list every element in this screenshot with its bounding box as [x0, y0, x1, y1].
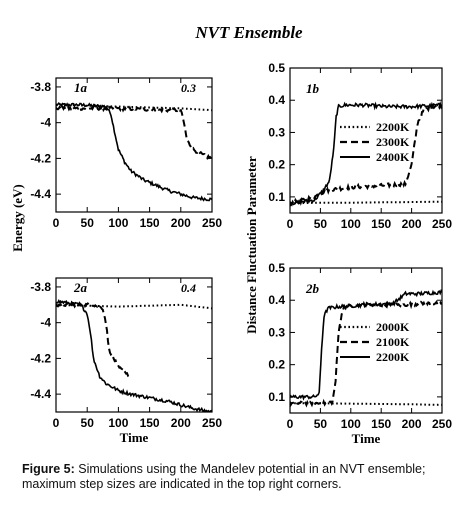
series-line-dotted — [290, 200, 442, 205]
series-line-dashed — [56, 104, 212, 161]
y-tick-label: -4.2 — [30, 151, 51, 165]
panel-label: 1b — [306, 81, 320, 96]
left-ylabel: Energy (eV) — [10, 184, 25, 252]
x-tick-label: 200 — [171, 216, 191, 230]
panel-1a: 0 50 100 150 200 250 -3.8 -4 -4.2 -4.4 1a 0.3 — [30, 77, 222, 230]
panel-2b: 0 50 100 150 200 250 0.1 0.2 0.3 0.4 0.5 2b Time 2000… — [268, 261, 452, 446]
step-size-note: 0.4 — [181, 281, 196, 295]
y-tick-label: 0.5 — [268, 61, 285, 75]
y-tick-label: 0.2 — [268, 158, 285, 172]
y-tick-label: -4.4 — [30, 387, 51, 401]
figure-canvas: NVT Ensemble Energy (eV) Distance Fluctu… — [10, 23, 452, 446]
y-tick-label: 0.4 — [268, 93, 285, 107]
y-tick-label: 0.4 — [268, 293, 285, 307]
x-tick-label: 150 — [371, 417, 391, 431]
x-tick-label: 0 — [53, 416, 60, 430]
caption-text: Simulations using the Mandelev potential… — [22, 462, 426, 491]
right-ylabel: Distance Fluctuation Parameter — [244, 156, 259, 334]
x-tick-label: 250 — [432, 217, 452, 231]
panel-label: 2a — [73, 280, 88, 295]
x-tick-label: 150 — [371, 217, 391, 231]
caption-label: Figure 5: — [22, 462, 75, 476]
plot-frame — [289, 267, 443, 414]
plot-frame — [55, 77, 213, 213]
series-line-solid — [290, 289, 442, 401]
series-line-dashed — [290, 299, 442, 408]
x-tick-label: 50 — [81, 416, 95, 430]
x-tick-label: 50 — [314, 417, 328, 431]
x-tick-label: 0 — [53, 216, 60, 230]
series-line-solid — [56, 101, 212, 202]
x-tick-label: 100 — [341, 217, 361, 231]
x-tick-label: 200 — [171, 416, 191, 430]
x-tick-label: 50 — [314, 217, 328, 231]
figure-caption: Figure 5: Simulations using the Mandelev… — [22, 462, 462, 492]
y-tick-label: -4 — [40, 116, 51, 130]
x-axis-label: Time — [352, 431, 381, 446]
x-tick-label: 250 — [202, 416, 222, 430]
y-tick-label: 0.3 — [268, 325, 285, 339]
y-tick-label: -3.8 — [30, 80, 51, 94]
x-tick-label: 250 — [432, 417, 452, 431]
plot-frame — [55, 277, 213, 413]
series-line-dashed — [56, 301, 131, 378]
x-axis-label: Time — [120, 430, 149, 445]
y-tick-label: 0.2 — [268, 358, 285, 372]
panels-group: 0 50 100 150 200 250 -3.8 -4 -4.2 -4.4 1a 0.3 0 50 100… — [30, 61, 452, 446]
legend-label: 2300K — [376, 135, 410, 149]
x-tick-label: 250 — [202, 216, 222, 230]
x-tick-label: 200 — [402, 417, 422, 431]
x-tick-label: 200 — [402, 217, 422, 231]
panel-1b: 0 50 100 150 200 250 0.1 0.2 0.3 0.4 0.5 1b 2200K230… — [268, 61, 452, 231]
panel-2a: 0 50 100 150 200 250 -3.8 -4 -4.2 -4.4 2a 0.4 Time — [30, 277, 222, 445]
series-line-dashed — [290, 100, 442, 207]
y-tick-label: -4.4 — [30, 187, 51, 201]
y-tick-label: 0.3 — [268, 125, 285, 139]
legend-label: 2100K — [376, 335, 410, 349]
y-tick-label: 0.1 — [268, 390, 285, 404]
legend-label: 2200K — [376, 120, 410, 134]
x-tick-label: 100 — [341, 417, 361, 431]
plot-frame — [289, 67, 443, 214]
legend-label: 2400K — [376, 150, 410, 164]
series-line-dotted — [56, 303, 212, 310]
y-tick-label: -3.8 — [30, 280, 51, 294]
x-tick-label: 0 — [287, 217, 294, 231]
figure-title: NVT Ensemble — [194, 23, 303, 42]
series-line-dotted — [56, 103, 212, 112]
x-tick-label: 100 — [108, 216, 128, 230]
y-tick-label: 0.5 — [268, 261, 285, 275]
y-tick-label: 0.1 — [268, 190, 285, 204]
step-size-note: 0.3 — [181, 81, 196, 95]
series-line-solid — [290, 101, 442, 207]
panel-label: 2b — [305, 281, 320, 296]
panel-label: 1a — [74, 80, 88, 95]
y-tick-label: -4 — [40, 316, 51, 330]
x-tick-label: 150 — [140, 216, 160, 230]
series-line-solid — [56, 298, 212, 412]
x-tick-label: 50 — [81, 216, 95, 230]
x-tick-label: 100 — [108, 416, 128, 430]
x-tick-label: 150 — [140, 416, 160, 430]
x-tick-label: 0 — [287, 417, 294, 431]
y-tick-label: -4.2 — [30, 351, 51, 365]
legend-label: 2200K — [376, 350, 410, 364]
legend-label: 2000K — [376, 320, 410, 334]
